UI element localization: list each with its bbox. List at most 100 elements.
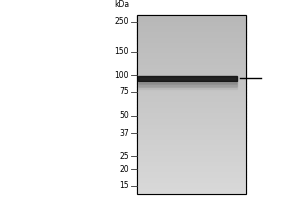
- Bar: [136, 161, 246, 163]
- Bar: [136, 165, 246, 167]
- Bar: [136, 109, 246, 111]
- Bar: [136, 57, 246, 58]
- Text: 15: 15: [119, 181, 129, 190]
- Bar: [136, 192, 246, 194]
- Bar: [136, 106, 246, 108]
- Bar: [136, 155, 246, 157]
- Bar: [136, 125, 246, 127]
- Text: 20: 20: [119, 165, 129, 174]
- Bar: [136, 27, 246, 29]
- Bar: [136, 60, 246, 61]
- Bar: [136, 163, 246, 164]
- Text: 50: 50: [119, 111, 129, 120]
- Bar: [136, 177, 246, 179]
- Bar: [136, 77, 246, 79]
- Bar: [136, 164, 246, 166]
- Bar: [136, 182, 246, 184]
- Bar: [136, 112, 246, 114]
- Bar: [136, 83, 246, 85]
- Bar: [136, 186, 246, 188]
- Bar: [136, 92, 246, 94]
- Bar: [136, 170, 246, 172]
- Bar: [136, 36, 246, 38]
- Bar: [136, 64, 246, 66]
- Bar: [136, 122, 246, 124]
- Bar: [136, 79, 246, 81]
- Bar: [136, 48, 246, 49]
- Bar: [136, 42, 246, 44]
- Bar: [136, 15, 246, 17]
- Bar: [136, 124, 246, 126]
- Bar: [136, 130, 246, 132]
- Bar: [136, 80, 246, 82]
- Bar: [136, 127, 246, 129]
- Bar: [136, 151, 246, 152]
- Bar: [136, 152, 246, 154]
- Bar: [136, 143, 246, 145]
- Bar: [136, 89, 246, 91]
- Text: 75: 75: [119, 87, 129, 96]
- Bar: [136, 88, 246, 90]
- Bar: [136, 82, 246, 84]
- Bar: [138, 83, 237, 84]
- Bar: [136, 146, 246, 148]
- Bar: [136, 66, 246, 67]
- Text: kDa: kDa: [114, 0, 129, 9]
- Bar: [136, 22, 246, 24]
- Bar: [136, 179, 246, 181]
- Bar: [136, 67, 246, 69]
- Bar: [136, 76, 246, 78]
- Bar: [136, 68, 246, 70]
- Bar: [136, 142, 246, 143]
- Bar: [136, 191, 246, 193]
- Text: 25: 25: [119, 152, 129, 161]
- Bar: [138, 87, 237, 89]
- Bar: [136, 168, 246, 170]
- Bar: [136, 119, 246, 121]
- Bar: [136, 37, 246, 39]
- Bar: [136, 70, 246, 72]
- Bar: [136, 107, 246, 109]
- Bar: [136, 176, 246, 178]
- Bar: [136, 188, 246, 190]
- Bar: [136, 115, 246, 117]
- Bar: [136, 100, 246, 102]
- Bar: [136, 51, 246, 52]
- Bar: [136, 31, 246, 33]
- Bar: [136, 21, 246, 23]
- Bar: [136, 103, 246, 105]
- Bar: [136, 28, 246, 30]
- Bar: [136, 110, 246, 112]
- Bar: [136, 140, 246, 142]
- Bar: [136, 54, 246, 55]
- Bar: [136, 173, 246, 175]
- Bar: [136, 94, 246, 96]
- Bar: [136, 18, 246, 20]
- Bar: [136, 63, 246, 64]
- Text: 250: 250: [115, 17, 129, 26]
- Bar: [136, 86, 246, 88]
- Bar: [136, 189, 246, 191]
- Bar: [136, 40, 246, 42]
- Bar: [136, 134, 246, 136]
- Bar: [136, 25, 246, 27]
- Bar: [136, 113, 246, 115]
- Bar: [136, 52, 246, 54]
- Bar: [136, 133, 246, 135]
- Bar: [136, 185, 246, 187]
- Bar: [136, 15, 246, 194]
- Bar: [138, 81, 237, 83]
- Bar: [138, 85, 237, 87]
- Bar: [136, 98, 246, 100]
- Bar: [136, 49, 246, 51]
- Bar: [136, 149, 246, 151]
- Bar: [138, 76, 237, 81]
- Bar: [136, 160, 246, 161]
- Bar: [136, 157, 246, 158]
- Bar: [136, 116, 246, 118]
- Bar: [136, 104, 246, 106]
- Bar: [136, 61, 246, 63]
- Bar: [136, 137, 246, 139]
- Text: 100: 100: [115, 71, 129, 80]
- Bar: [136, 174, 246, 176]
